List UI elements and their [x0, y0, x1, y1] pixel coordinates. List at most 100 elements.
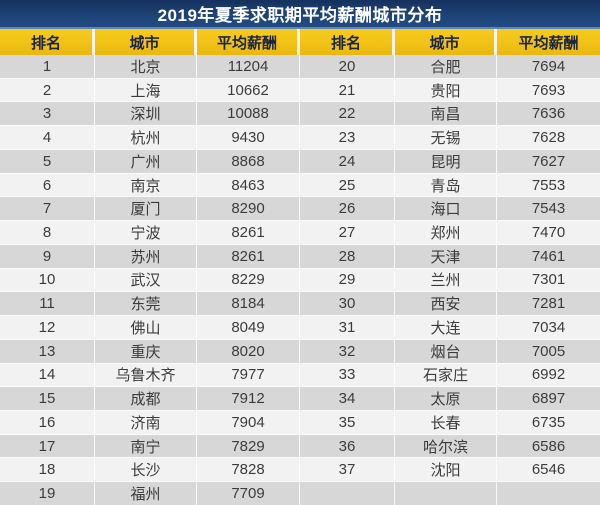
table-row: 4 杭州 9430 23 无锡 7628: [0, 126, 600, 150]
salary-cell: 7281: [497, 292, 600, 316]
rank-cell: 16: [0, 411, 95, 434]
rank-cell: 36: [300, 434, 395, 458]
table-row: 13 重庆 8020 32 烟台 7005: [0, 339, 600, 364]
city-cell: 南京: [95, 173, 197, 197]
table-row: 1 北京 11204 20 合肥 7694: [0, 55, 600, 79]
title-divider: [0, 27, 600, 29]
header-salary-right: 平均薪酬: [497, 29, 600, 55]
rank-cell: 25: [300, 173, 395, 197]
city-cell: 青岛: [395, 173, 497, 197]
city-cell: 成都: [95, 387, 197, 411]
rank-cell: 24: [300, 149, 395, 173]
salary-cell: 7628: [497, 126, 600, 149]
city-cell: 太原: [395, 387, 497, 411]
salary-cell: 7636: [497, 102, 600, 126]
city-cell: 北京: [95, 55, 197, 78]
salary-cell: 8463: [197, 173, 300, 197]
salary-cell: 7912: [197, 387, 300, 411]
salary-cell: 7694: [497, 55, 600, 78]
table-row: 17 南宁 7829 36 哈尔滨 6586: [0, 434, 600, 459]
rank-cell: 13: [0, 339, 95, 363]
table-row: 14 乌鲁木齐 7977 33 石家庄 6992: [0, 363, 600, 388]
salary-cell: 9430: [197, 126, 300, 149]
rank-cell: 26: [300, 197, 395, 221]
table-row: 5 广州 8868 24 昆明 7627: [0, 149, 600, 174]
table-row: 12 佛山 8049 31 大连 7034: [0, 316, 600, 340]
salary-cell: 8290: [197, 197, 300, 221]
city-cell: 苏州: [95, 244, 197, 268]
rank-cell: 4: [0, 126, 95, 149]
city-cell: 福州: [95, 482, 197, 505]
table-row: 9 苏州 8261 28 天津 7461: [0, 244, 600, 269]
city-cell: 昆明: [395, 149, 497, 173]
salary-cell: 7904: [197, 411, 300, 434]
rank-cell: 31: [300, 316, 395, 339]
salary-cell: 6992: [497, 363, 600, 387]
table-row: 16 济南 7904 35 长春 6735: [0, 411, 600, 435]
rank-cell: 7: [0, 197, 95, 221]
header-rank-left: 排名: [0, 29, 95, 55]
rank-cell: 23: [300, 126, 395, 149]
table-row: 2 上海 10662 21 贵阳 7693: [0, 78, 600, 103]
city-cell: 烟台: [395, 339, 497, 363]
city-cell: 海口: [395, 197, 497, 221]
rank-cell: 15: [0, 387, 95, 411]
salary-cell: 11204: [197, 55, 300, 78]
rank-cell: 1: [0, 55, 95, 78]
rank-cell: 12: [0, 316, 95, 339]
city-cell: 大连: [395, 316, 497, 339]
table-row: 10 武汉 8229 29 兰州 7301: [0, 268, 600, 293]
salary-cell: [497, 482, 600, 505]
salary-cell: 8261: [197, 244, 300, 268]
salary-cell: 8229: [197, 268, 300, 292]
city-cell: 杭州: [95, 126, 197, 149]
table-body: 1 北京 11204 20 合肥 7694 2 上海 10662 21 贵阳 7693 3 深圳 10088…: [0, 55, 600, 505]
city-cell: 贵阳: [395, 78, 497, 102]
salary-cell: 7301: [497, 268, 600, 292]
rank-cell: 10: [0, 268, 95, 292]
city-cell: 天津: [395, 244, 497, 268]
salary-cell: 7034: [497, 316, 600, 339]
city-cell: 南昌: [395, 102, 497, 126]
rank-cell: 14: [0, 363, 95, 387]
rank-cell: 22: [300, 102, 395, 126]
rank-cell: 21: [300, 78, 395, 102]
rank-cell: 2: [0, 78, 95, 102]
salary-cell: 7005: [497, 339, 600, 363]
salary-cell: 7553: [497, 173, 600, 197]
salary-cell: 6586: [497, 434, 600, 458]
rank-cell: 11: [0, 292, 95, 316]
page-title: 2019年夏季求职期平均薪酬城市分布: [0, 0, 600, 27]
salary-cell: 7709: [197, 482, 300, 505]
header-city-right: 城市: [395, 29, 497, 55]
salary-cell: 6546: [497, 458, 600, 482]
city-cell: 东莞: [95, 292, 197, 316]
city-cell: [395, 482, 497, 505]
rank-cell: 32: [300, 339, 395, 363]
table-row: 18 长沙 7828 37 沈阳 6546: [0, 458, 600, 483]
rank-cell: 5: [0, 149, 95, 173]
salary-cell: 10088: [197, 102, 300, 126]
salary-cell: 8868: [197, 149, 300, 173]
salary-cell: 10662: [197, 78, 300, 102]
rank-cell: 3: [0, 102, 95, 126]
rank-cell: 27: [300, 221, 395, 244]
table-row: 8 宁波 8261 27 郑州 7470: [0, 221, 600, 245]
city-cell: 哈尔滨: [395, 434, 497, 458]
rank-cell: 8: [0, 221, 95, 244]
city-cell: 长沙: [95, 458, 197, 482]
salary-cell: 7693: [497, 78, 600, 102]
table-row: 6 南京 8463 25 青岛 7553: [0, 173, 600, 198]
table-row: 3 深圳 10088 22 南昌 7636: [0, 102, 600, 127]
city-cell: 厦门: [95, 197, 197, 221]
table-row: 15 成都 7912 34 太原 6897: [0, 387, 600, 412]
city-cell: 郑州: [395, 221, 497, 244]
salary-cell: 8184: [197, 292, 300, 316]
header-rank-right: 排名: [300, 29, 395, 55]
city-cell: 西安: [395, 292, 497, 316]
city-cell: 无锡: [395, 126, 497, 149]
rank-cell: [300, 482, 395, 505]
rank-cell: 30: [300, 292, 395, 316]
city-cell: 南宁: [95, 434, 197, 458]
rank-cell: 33: [300, 363, 395, 387]
